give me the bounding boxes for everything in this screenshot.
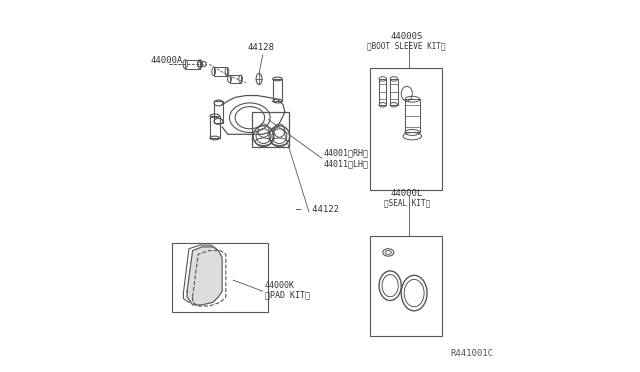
Text: 44128: 44128 (248, 43, 275, 52)
Bar (379, 79, 387, 105)
Text: 44000S: 44000S (390, 32, 423, 41)
Bar (252, 112, 289, 147)
Bar (230, 75, 241, 83)
Bar (185, 60, 200, 68)
Bar (390, 79, 397, 105)
Bar (273, 79, 282, 101)
Text: R441001C: R441001C (451, 350, 493, 359)
Bar (370, 236, 442, 336)
Text: —  44122: — 44122 (296, 205, 339, 215)
Text: 44000L: 44000L (390, 189, 423, 198)
Bar (405, 99, 420, 132)
Text: 44000K: 44000K (264, 281, 294, 290)
Text: 44011ーLHヽ: 44011ーLHヽ (324, 159, 369, 169)
Bar (370, 68, 442, 190)
Bar (210, 116, 220, 138)
Text: ーSEAL KITヽ: ーSEAL KITヽ (383, 198, 430, 207)
Bar (214, 67, 227, 76)
Bar (214, 101, 223, 123)
Bar (172, 243, 268, 311)
Text: 44001ーRHヽ: 44001ーRHヽ (324, 148, 369, 157)
Polygon shape (187, 247, 222, 305)
Text: ーBOOT SLEEVE KITヽ: ーBOOT SLEEVE KITヽ (367, 41, 446, 50)
Text: 44000A: 44000A (150, 56, 182, 65)
Text: ーPAD KITヽ: ーPAD KITヽ (264, 291, 310, 299)
